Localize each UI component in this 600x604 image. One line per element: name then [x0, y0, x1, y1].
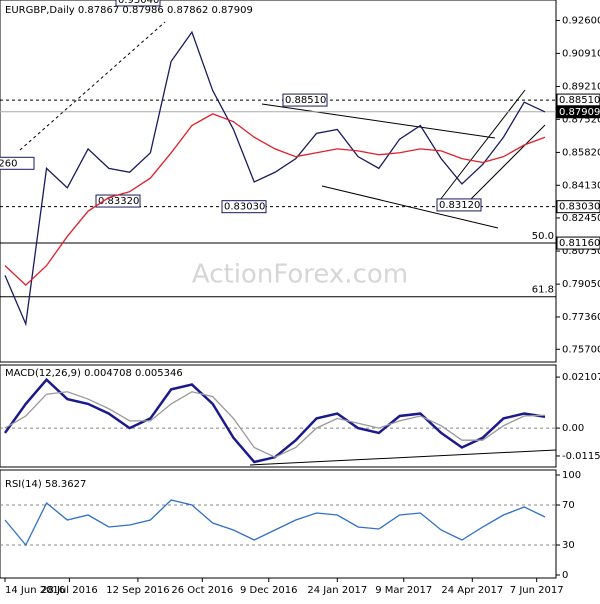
y-tick-label: 0.87520 — [562, 114, 600, 125]
price-box-label: 0.83030 — [559, 202, 600, 213]
annotation: 0.88510 — [285, 95, 326, 106]
fib-label: 61.8 — [532, 285, 554, 296]
y-tick-label: 0.79050 — [562, 279, 600, 290]
price-box — [556, 105, 600, 119]
x-tick-label: 24 Apr 2017 — [441, 585, 503, 596]
annotation: 0.83320 — [98, 196, 139, 207]
fib-label: 50.0 — [532, 231, 554, 242]
trend-line — [469, 124, 546, 201]
trend-line — [261, 103, 496, 139]
y-tick-label: 0.92600 — [562, 16, 600, 27]
y-tick-label: 0.00 — [562, 423, 584, 434]
y-tick-label: 0.90910 — [562, 48, 600, 59]
y-tick-label: 0.82450 — [562, 213, 600, 224]
series-line — [4, 391, 546, 458]
x-tick-label: 14 Jun 2016 — [5, 585, 65, 596]
y-tick-label: 0.80750 — [562, 246, 600, 257]
price-box — [556, 236, 600, 250]
panel-title: RSI(14) 58.3627 — [5, 479, 86, 490]
annotation-box — [282, 93, 328, 107]
y-tick-label: 30 — [562, 540, 575, 551]
y-tick-label: 100 — [562, 470, 581, 481]
chart-title: EURGBP,Daily 0.87867 0.87986 0.87862 0.8… — [5, 5, 253, 16]
y-tick-label: 0.84130 — [562, 180, 600, 191]
x-tick-label: 24 Jan 2017 — [307, 585, 367, 596]
annotation-box — [221, 200, 267, 214]
series-line — [4, 499, 546, 547]
x-tick-label: 28 Jul 2016 — [41, 585, 98, 596]
price-box — [556, 200, 600, 214]
annotation-box — [0, 156, 35, 170]
y-tick-label: -0.011506 — [562, 451, 600, 462]
annotation-box — [436, 198, 482, 212]
macd-panel — [0, 364, 557, 468]
x-tick-label: 9 Mar 2017 — [375, 585, 432, 596]
series-line — [4, 113, 546, 286]
x-tick-label: 9 Dec 2016 — [240, 585, 298, 596]
annotation: 0.83030 — [224, 202, 265, 213]
annotation: 0.83120 — [439, 200, 480, 211]
y-tick-label: 0.75700 — [562, 344, 600, 355]
y-tick-label: 0.021074 — [562, 372, 600, 383]
x-tick-label: 12 Sep 2016 — [106, 585, 169, 596]
y-tick-label: 0.89210 — [562, 81, 600, 92]
y-tick-label: 70 — [562, 500, 575, 511]
price-box-label: 0.81160 — [559, 238, 600, 249]
y-tick-label: 0.85820 — [562, 147, 600, 158]
trend-line — [439, 89, 526, 201]
price-box-label: 0.88510 — [559, 95, 600, 106]
annotation: 0.93040 — [118, 0, 159, 6]
price-panel — [0, 0, 557, 363]
annotation-box — [115, 0, 161, 7]
rsi-panel — [0, 469, 557, 579]
series-line — [4, 30, 546, 327]
price-box-label: 0.87909 — [559, 107, 600, 118]
trend-line — [249, 449, 557, 466]
x-tick-label: 26 Oct 2016 — [171, 585, 233, 596]
y-tick-label: 0.77360 — [562, 312, 600, 323]
trend-line — [19, 21, 166, 151]
panel-title: MACD(12,26,9) 0.004708 0.005346 — [5, 368, 183, 379]
y-tick-label: 0 — [562, 570, 568, 581]
x-tick-label: 7 Jun 2017 — [510, 585, 564, 596]
annotation: 5260 — [0, 158, 17, 169]
watermark: ActionForex.com — [192, 260, 408, 290]
